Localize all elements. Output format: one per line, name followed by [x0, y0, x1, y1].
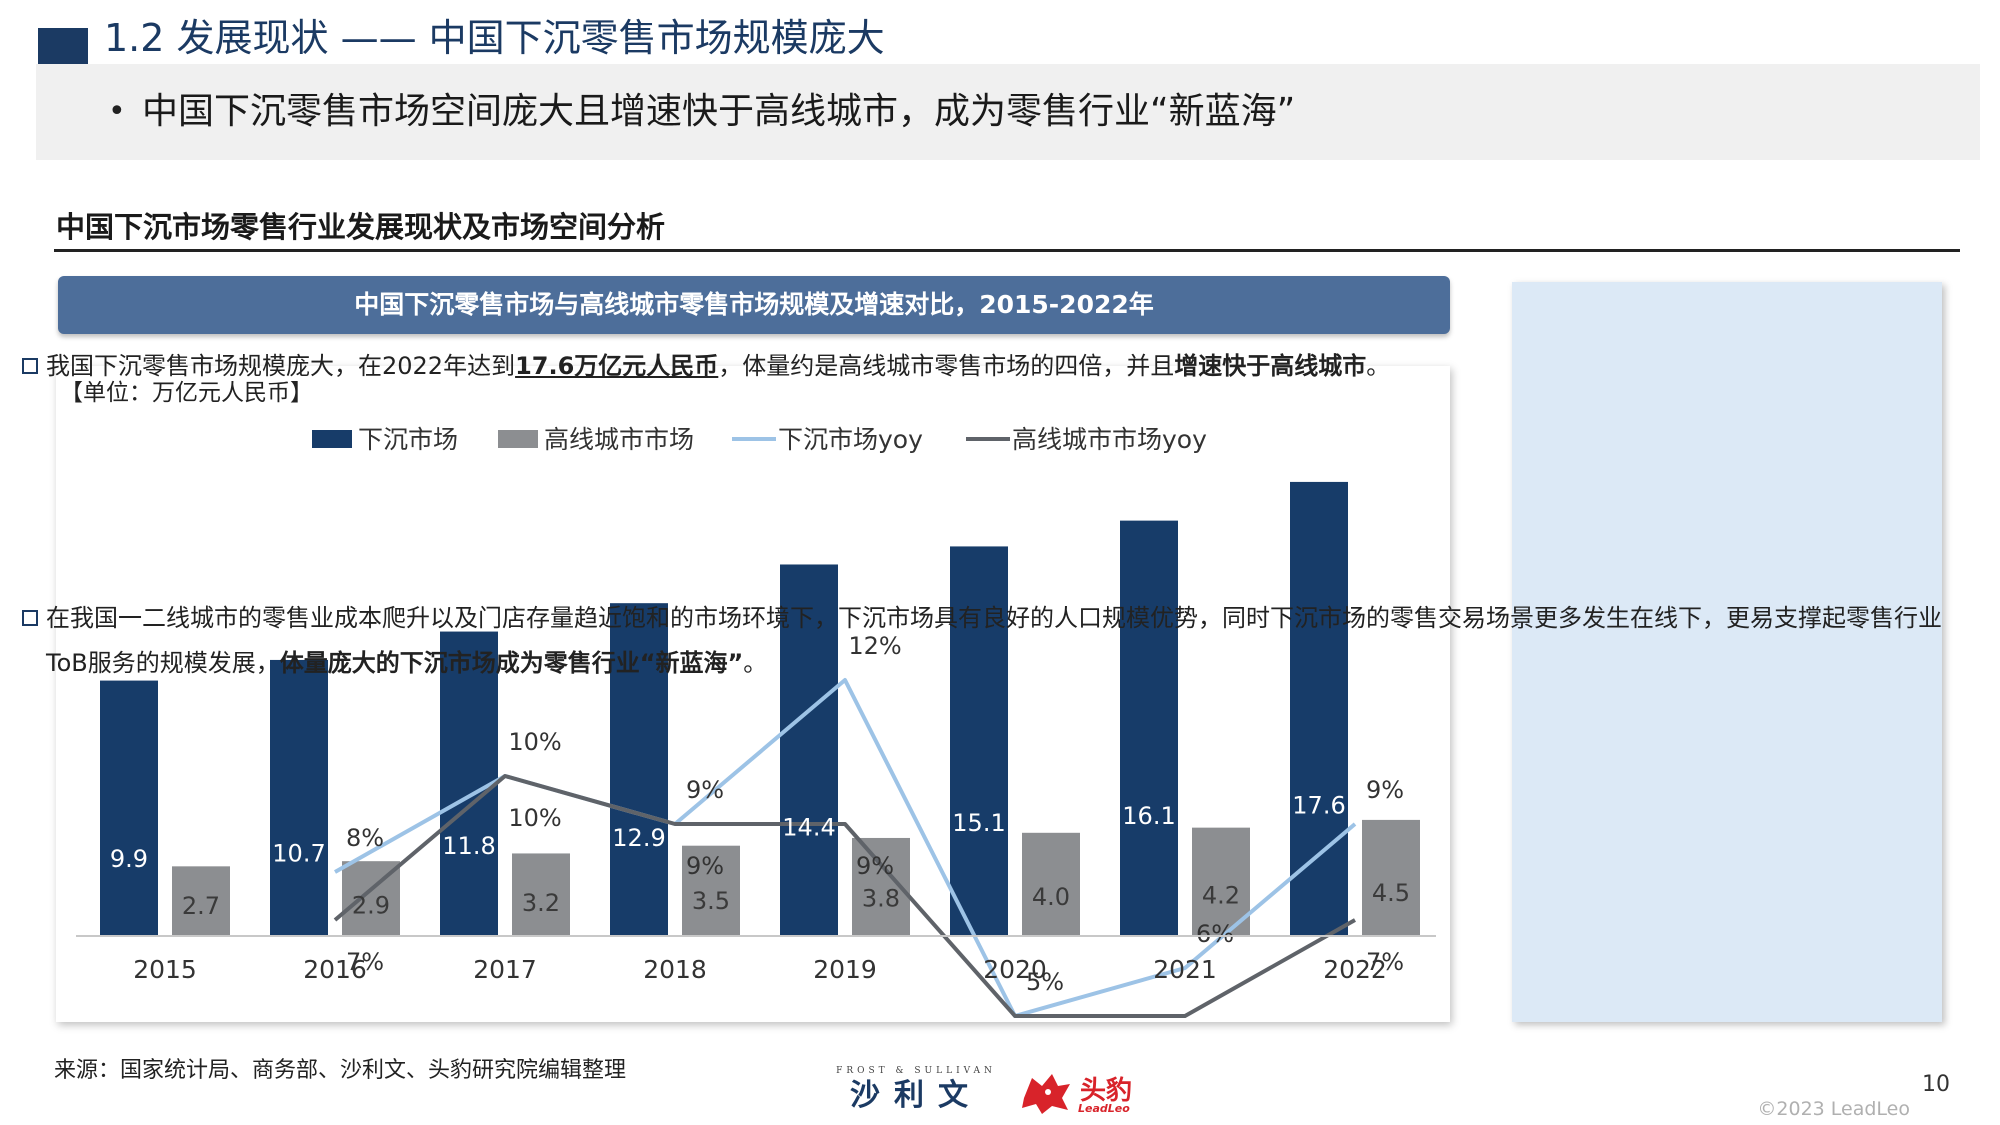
insight-1-highlight-value: 17.6万亿元人民币	[515, 352, 719, 380]
section-divider	[54, 249, 1960, 252]
bar-label-lower-tier: 10.7	[272, 839, 325, 867]
x-tick-label: 2019	[813, 955, 877, 984]
leadleo-logo: 头豹 LeadLeo	[1018, 1070, 1138, 1116]
bar-label-high-tier: 3.5	[692, 887, 730, 915]
x-tick-label: 2022	[1323, 955, 1387, 984]
line-label-high-tier-yoy: 9%	[856, 852, 894, 880]
leadleo-logo-cn: 头豹	[1080, 1076, 1133, 1106]
insight-1-highlight-growth: 增速快于高线城市	[1174, 352, 1367, 380]
bar-label-high-tier: 2.9	[352, 892, 390, 920]
bar-label-lower-tier: 14.4	[782, 814, 835, 842]
insight-1-text-c: 。	[1366, 352, 1391, 380]
x-axis-ticks: 2015 2016 2017 2018 2019 2020 2021 2022	[133, 955, 1387, 984]
source-note: 来源：国家统计局、商务部、沙利文、头豹研究院编辑整理	[54, 1058, 627, 1083]
line-label-lower-tier-yoy: 10%	[508, 728, 561, 756]
insight-1-text-a: 我国下沉零售市场规模庞大，在2022年达到	[46, 352, 516, 380]
x-tick-label: 2017	[473, 955, 537, 984]
line-label-lower-tier-yoy: 8%	[346, 824, 384, 852]
line-label-lower-tier-yoy: 5%	[1026, 968, 1064, 996]
insight-2-highlight: 体量庞大的下沉市场成为零售行业“新蓝海”	[279, 649, 744, 677]
bar-lower-tier-2019	[780, 564, 838, 936]
checkbox-bullet-icon	[22, 358, 38, 374]
combo-chart: 【单位：万亿元人民币】 下沉市场 高线城市市场 下沉市场yoy 高线城市市场yoy 9…	[60, 380, 1436, 1018]
bar-label-high-tier: 4.5	[1372, 879, 1410, 907]
line-series-group	[333, 678, 1357, 1018]
bar-label-lower-tier: 16.1	[1122, 802, 1175, 830]
fs-logo-small-text: FROST & SULLIVAN	[836, 1066, 996, 1076]
bar-high-tier-2017	[512, 853, 570, 936]
line-label-lower-tier-yoy: 6%	[1196, 920, 1234, 948]
page-title: 1.2 发展现状 —— 中国下沉零售市场规模庞大	[104, 16, 885, 60]
subtitle-bullet: •	[108, 94, 126, 129]
bar-high-tier-2015	[172, 866, 230, 936]
fs-logo-big-text: 沙利文	[850, 1078, 982, 1113]
insight-2-text-b: 。	[743, 649, 768, 677]
leopard-head-icon	[1022, 1074, 1070, 1114]
frost-sullivan-logo: FROST & SULLIVAN 沙利文	[832, 1066, 1000, 1116]
bar-label-high-tier: 3.8	[862, 885, 900, 913]
bar-label-high-tier: 3.2	[522, 889, 560, 917]
x-tick-label: 2015	[133, 955, 197, 984]
bar-high-tier-2021	[1192, 827, 1250, 936]
bar-lower-tier-2018	[610, 603, 668, 936]
x-tick-label: 2021	[1153, 955, 1217, 984]
line-label-high-tier-yoy: 7%	[1366, 948, 1404, 976]
line-high-tier-yoy	[333, 774, 1356, 1018]
line-label-high-tier-yoy: 7%	[346, 948, 384, 976]
page-number: 10	[1922, 1072, 1950, 1097]
insight-2-text-a: 在我国一二线城市的零售业成本爬升以及门店存量趋近饱和的市场环境下，下沉市场具有良…	[46, 604, 1942, 677]
bar-label-lower-tier: 9.9	[110, 845, 148, 873]
subtitle-band	[36, 64, 1980, 160]
page-subtitle: 中国下沉零售市场空间庞大且增速快于高线城市，成为零售行业“新蓝海”	[142, 91, 1296, 132]
line-label-high-tier-yoy: 10%	[508, 804, 561, 832]
checkbox-bullet-icon	[22, 610, 38, 626]
legend-label: 高线城市市场yoy	[1012, 425, 1207, 454]
x-tick-label: 2016	[303, 955, 367, 984]
bar-label-lower-tier: 12.9	[612, 824, 665, 852]
insight-item-1: 我国下沉零售市场规模庞大，在2022年达到17.6万亿元人民币，体量约是高线城市…	[18, 344, 1970, 389]
insight-item-2: 在我国一二线城市的零售业成本爬升以及门店存量趋近饱和的市场环境下，下沉市场具有良…	[18, 596, 1970, 686]
bar-high-tier-2022	[1362, 819, 1420, 936]
bar-label-high-tier: 4.2	[1202, 881, 1240, 909]
chart-legend: 下沉市场 高线城市市场 下沉市场yoy 高线城市市场yoy	[312, 425, 1207, 454]
copyright: ©2023 LeadLeo	[1757, 1098, 1910, 1120]
bar-lower-tier-2021	[1120, 520, 1178, 936]
section-title: 中国下沉市场零售行业发展现状及市场空间分析	[56, 210, 666, 244]
bar-lower-tier-2015	[100, 680, 158, 936]
insight-panel	[1512, 282, 1942, 1022]
bar-label-lower-tier: 11.8	[442, 832, 495, 860]
bar-label-lower-tier: 15.1	[952, 809, 1005, 837]
line-label-lower-tier-yoy: 9%	[1366, 776, 1404, 804]
unit-label: 【单位：万亿元人民币】	[60, 380, 313, 406]
bar-lower-tier-2016	[270, 659, 328, 936]
line-label-lower-tier-yoy: 12%	[848, 632, 901, 660]
legend-swatch	[312, 430, 352, 448]
data-label-group: 9.9 2.7 10.7 2.9 11.8 3.2 12.9 3.5 14.4 3.8 15.1 4.…	[110, 632, 1410, 996]
line-label-high-tier-yoy: 9%	[686, 852, 724, 880]
chart-card: 【单位：万亿元人民币】 下沉市场 高线城市市场 下沉市场yoy 高线城市市场yoy 9…	[56, 366, 1450, 1022]
legend-label: 下沉市场yoy	[778, 425, 923, 454]
legend-label: 下沉市场	[358, 425, 458, 454]
leadleo-logo-en: LeadLeo	[1078, 1102, 1130, 1115]
legend-swatch	[498, 430, 538, 448]
bar-label-high-tier: 4.0	[1032, 883, 1070, 911]
chart-header: 中国下沉零售市场与高线城市零售市场规模及增速对比，2015-2022年	[58, 276, 1450, 334]
bar-lower-tier-2022	[1290, 481, 1348, 936]
x-tick-label: 2020	[983, 955, 1047, 984]
bar-label-lower-tier: 17.6	[1292, 791, 1345, 819]
bar-high-tier-2018	[682, 845, 740, 936]
legend-label: 高线城市市场	[544, 425, 694, 454]
insight-1-text-b: ，体量约是高线城市零售市场的四倍，并且	[718, 352, 1175, 380]
bar-lower-tier-2020	[950, 546, 1008, 936]
bar-series-group	[100, 481, 1420, 936]
bar-high-tier-2020	[1022, 832, 1080, 936]
bar-label-high-tier: 2.7	[182, 892, 220, 920]
x-tick-label: 2018	[643, 955, 707, 984]
line-label-lower-tier-yoy: 9%	[686, 776, 724, 804]
